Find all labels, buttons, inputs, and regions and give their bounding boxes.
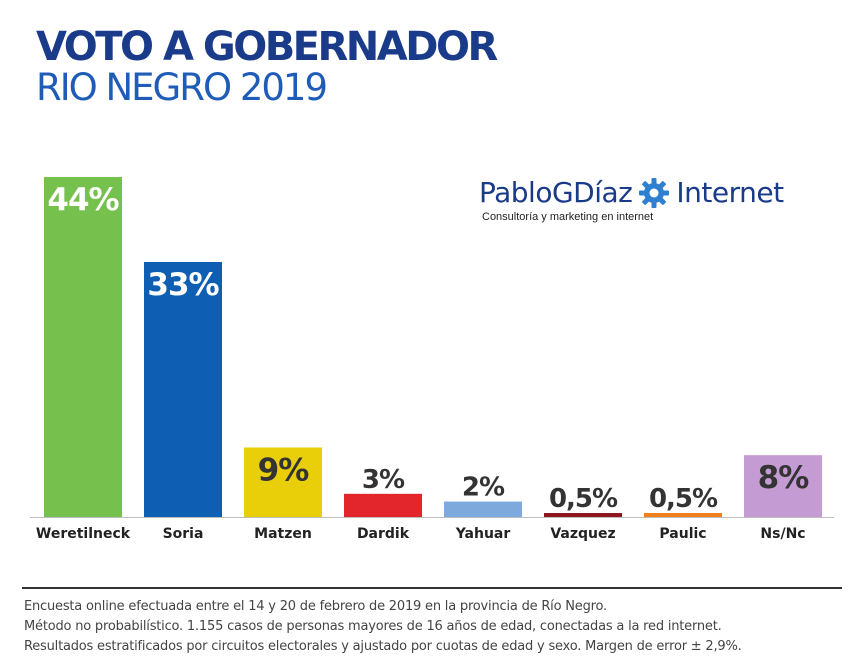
brand-name-part2: Internet [676,176,784,209]
bar-dardik [344,493,422,517]
footnote-line-1: Encuesta online efectuada entre el 14 y … [24,599,607,614]
bar-matzen [244,447,322,517]
x-tick-label: Matzen [254,526,312,542]
data-label: 2% [462,473,505,503]
chart-subtitle: RIO NEGRO 2019 [36,66,328,109]
x-tick-label: Dardik [357,526,410,542]
data-label: 9% [258,452,310,488]
brand-name-part1: PabloGDíaz [479,176,633,209]
bar-soria [144,262,222,517]
x-tick-label: Vazquez [550,526,615,542]
bar-ns-nc [744,455,822,517]
footnote-line-3: Resultados estratificados por circuitos … [24,639,742,654]
bar-weretilneck [44,177,122,517]
data-label: 8% [758,460,810,496]
bar-yahuar [444,501,522,517]
x-tick-label: Paulic [659,526,706,542]
chart-title: VOTO A GOBERNADOR [36,24,498,70]
brand-tagline: Consultoría y marketing en internet [482,211,654,223]
data-label: 33% [147,267,219,303]
bar-paulic [644,513,722,517]
gear-icon [639,177,670,208]
data-label: 44% [47,182,119,218]
x-tick-label: Soria [163,526,204,542]
data-label: 0,5% [549,484,618,514]
footnote-line-2: Método no probabilístico. 1.155 casos de… [24,619,722,634]
brand-logo: PabloGDíaz Internet [479,176,784,209]
data-label: 0,5% [649,484,718,514]
bar-chart: 44% Weretilneck 33% Soria 9% Matzen 3% Dardik 2%… [30,177,834,542]
footnote: Encuesta online efectuada entre el 14 y … [24,597,742,657]
x-tick-label: Weretilneck [36,526,131,542]
footnote-divider [22,587,842,589]
x-tick-label: Ns/Nc [760,526,805,542]
x-tick-label: Yahuar [455,526,511,542]
data-label: 3% [362,465,405,495]
bar-vazquez [544,513,622,517]
